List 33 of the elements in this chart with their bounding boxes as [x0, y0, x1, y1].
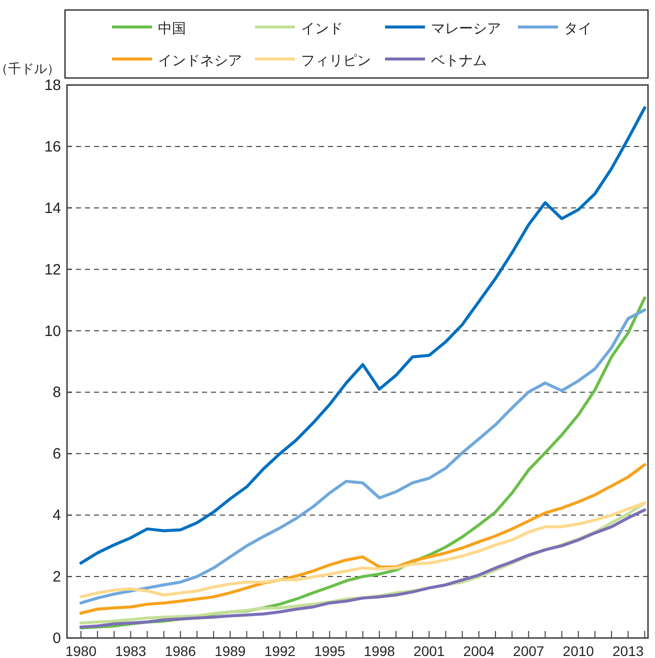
y-tick-label: 6	[52, 446, 61, 463]
line-series	[79, 463, 646, 615]
y-tick-label: 2	[52, 568, 61, 586]
legend-label: フィリピン	[301, 52, 371, 68]
y-tick-label: 4	[52, 507, 61, 524]
y-tick-label: 0	[52, 630, 61, 647]
x-tick-label: 1986	[164, 643, 196, 658]
legend-label: インドネシア	[158, 52, 242, 68]
x-tick-label: 2001	[414, 643, 445, 658]
x-tick-label: 1980	[65, 643, 97, 658]
x-tick-label: 1989	[214, 643, 246, 658]
legend-label: タイ	[564, 20, 592, 36]
line-series	[79, 501, 646, 598]
legend-label: 中国	[158, 20, 186, 36]
y-tick-label: 8	[52, 384, 61, 402]
x-tick-label: 1992	[264, 643, 296, 658]
line-series	[79, 106, 646, 565]
y-tick-label: 12	[44, 261, 61, 278]
x-tick-label: 1998	[364, 643, 396, 658]
x-tick-label: 1995	[314, 643, 346, 658]
legend-label: インド	[301, 20, 343, 36]
x-tick-label: 1983	[115, 643, 146, 658]
y-tick-label: 18	[44, 77, 61, 94]
x-tick-label: 2013	[612, 643, 644, 658]
y-tick-label: 16	[44, 138, 61, 156]
legend-label: マレーシア	[431, 20, 501, 36]
x-tick-label: 2004	[463, 643, 495, 658]
y-axis-title: （千ドル）	[0, 61, 60, 76]
legend-label: ベトナム	[431, 52, 487, 68]
y-tick-label: 10	[44, 322, 61, 340]
y-tick-label: 14	[44, 200, 61, 217]
x-tick-label: 2010	[562, 643, 594, 658]
x-tick-label: 2007	[513, 643, 544, 658]
